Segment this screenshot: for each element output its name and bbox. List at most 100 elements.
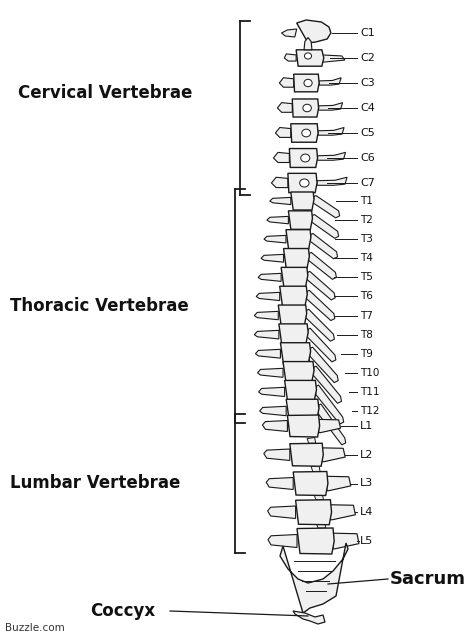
Text: T8: T8 <box>360 329 373 340</box>
Polygon shape <box>280 286 307 306</box>
Text: C6: C6 <box>360 153 375 163</box>
Polygon shape <box>330 504 356 520</box>
Polygon shape <box>279 324 308 345</box>
Polygon shape <box>298 244 306 249</box>
Polygon shape <box>322 55 345 62</box>
Text: L1: L1 <box>360 421 373 431</box>
Polygon shape <box>281 343 310 365</box>
Text: Sacrum: Sacrum <box>390 570 466 588</box>
Ellipse shape <box>303 104 311 112</box>
Text: Cervical Vertebrae: Cervical Vertebrae <box>18 84 192 102</box>
Polygon shape <box>254 312 278 320</box>
Polygon shape <box>302 206 309 211</box>
Polygon shape <box>255 330 279 339</box>
Polygon shape <box>319 78 341 85</box>
Polygon shape <box>291 124 318 142</box>
Polygon shape <box>305 394 314 399</box>
Polygon shape <box>333 533 359 549</box>
Polygon shape <box>295 281 303 286</box>
Text: L3: L3 <box>360 478 373 488</box>
Polygon shape <box>311 215 338 238</box>
Polygon shape <box>284 380 317 403</box>
Polygon shape <box>317 178 347 185</box>
Polygon shape <box>273 153 289 163</box>
Polygon shape <box>319 103 343 110</box>
Polygon shape <box>311 465 320 472</box>
Polygon shape <box>303 374 312 380</box>
Polygon shape <box>258 273 281 281</box>
Polygon shape <box>310 347 338 383</box>
Polygon shape <box>294 300 303 305</box>
Polygon shape <box>259 387 284 397</box>
Text: T11: T11 <box>360 387 380 397</box>
Polygon shape <box>309 253 337 279</box>
Polygon shape <box>288 211 312 229</box>
Ellipse shape <box>300 179 309 187</box>
Polygon shape <box>318 153 346 160</box>
Polygon shape <box>296 500 331 525</box>
Polygon shape <box>296 262 304 267</box>
Polygon shape <box>281 267 308 287</box>
Polygon shape <box>278 305 307 326</box>
Polygon shape <box>293 611 325 624</box>
Polygon shape <box>283 249 310 268</box>
Polygon shape <box>316 522 326 528</box>
Polygon shape <box>284 54 296 61</box>
Ellipse shape <box>304 53 311 59</box>
Polygon shape <box>318 128 344 135</box>
Polygon shape <box>286 229 311 249</box>
Text: T5: T5 <box>360 272 373 283</box>
Text: T12: T12 <box>360 406 380 416</box>
Text: T2: T2 <box>360 215 373 225</box>
Polygon shape <box>310 233 337 259</box>
Ellipse shape <box>302 129 310 137</box>
Polygon shape <box>319 419 341 433</box>
Text: T6: T6 <box>360 292 373 301</box>
Polygon shape <box>318 404 346 445</box>
Polygon shape <box>268 535 297 547</box>
Polygon shape <box>304 410 312 415</box>
Polygon shape <box>267 217 288 224</box>
Text: C2: C2 <box>360 53 375 63</box>
Polygon shape <box>306 309 335 341</box>
Polygon shape <box>264 449 290 460</box>
Text: C1: C1 <box>360 28 375 38</box>
Polygon shape <box>307 438 316 443</box>
Polygon shape <box>296 50 324 66</box>
Polygon shape <box>290 443 323 466</box>
Text: Coccyx: Coccyx <box>90 602 155 620</box>
Text: T10: T10 <box>360 368 379 378</box>
Text: C4: C4 <box>360 103 375 113</box>
Text: Thoracic Vertebrae: Thoracic Vertebrae <box>10 297 189 315</box>
Polygon shape <box>288 173 317 193</box>
Polygon shape <box>295 319 304 324</box>
Polygon shape <box>307 328 336 362</box>
Polygon shape <box>261 254 283 262</box>
Polygon shape <box>286 399 319 423</box>
Text: T3: T3 <box>360 234 373 244</box>
Polygon shape <box>279 78 294 87</box>
Text: T9: T9 <box>360 349 373 359</box>
Text: L5: L5 <box>360 536 373 546</box>
Polygon shape <box>316 385 344 424</box>
Polygon shape <box>291 192 314 210</box>
Polygon shape <box>304 38 312 50</box>
Text: Lumbar Vertebrae: Lumbar Vertebrae <box>10 474 181 492</box>
Polygon shape <box>280 543 348 613</box>
Polygon shape <box>327 476 351 491</box>
Polygon shape <box>289 149 318 167</box>
Polygon shape <box>268 506 296 519</box>
Text: C3: C3 <box>360 78 375 88</box>
Polygon shape <box>307 271 335 300</box>
Polygon shape <box>277 103 292 112</box>
Polygon shape <box>313 366 342 403</box>
Polygon shape <box>306 290 335 320</box>
Ellipse shape <box>301 154 310 162</box>
Polygon shape <box>270 197 291 204</box>
Polygon shape <box>266 478 293 490</box>
Polygon shape <box>264 235 286 243</box>
Text: L4: L4 <box>360 507 374 517</box>
Polygon shape <box>322 448 345 462</box>
Polygon shape <box>287 415 319 437</box>
Polygon shape <box>257 369 283 378</box>
